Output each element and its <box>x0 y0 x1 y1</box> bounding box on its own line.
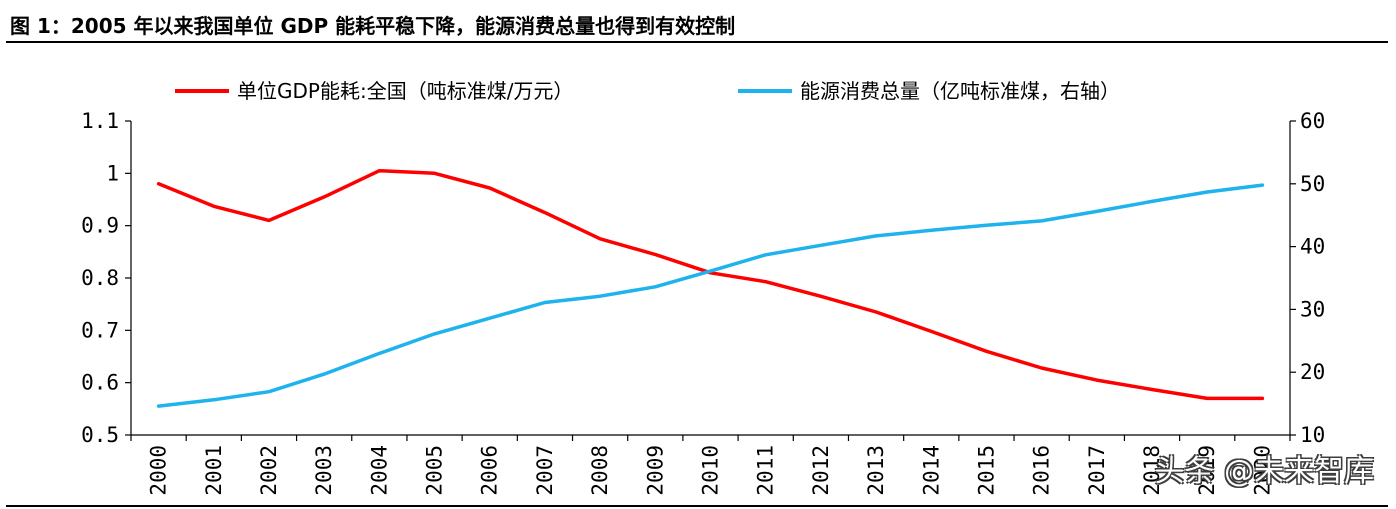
left-tick-label: 1 <box>106 161 119 185</box>
figure-title: 图 1：2005 年以来我国单位 GDP 能耗平稳下降，能源消费总量也得到有效控… <box>10 14 736 38</box>
left-tick-label: 1.1 <box>81 109 119 133</box>
series-line-energy-consumption <box>156 183 1265 408</box>
x-tick-label: 2010 <box>699 445 723 496</box>
x-tick-label: 2012 <box>809 445 833 496</box>
left-tick-label: 0.5 <box>81 423 119 447</box>
x-tick-label: 2014 <box>919 445 943 496</box>
left-tick-label: 0.6 <box>81 371 119 395</box>
right-tick-label: 50 <box>1300 172 1325 196</box>
x-tick-label: 2009 <box>643 445 667 496</box>
legend-label-energy-consumption: 能源消费总量（亿吨标准煤，右轴） <box>800 79 1120 103</box>
x-tick-label: 2017 <box>1085 445 1109 496</box>
bottom-rule <box>6 505 1388 507</box>
series-lines <box>156 168 1265 408</box>
x-tick-label: 2018 <box>1140 445 1164 496</box>
left-tick-label: 0.9 <box>81 214 119 238</box>
x-tick-label: 2004 <box>367 445 391 496</box>
legend-label-energy-intensity: 单位GDP能耗:全国（吨标准煤/万元） <box>237 79 573 103</box>
x-tick-label: 2016 <box>1030 445 1054 496</box>
right-tick-label: 20 <box>1300 360 1325 384</box>
watermark: 头条 @未来智库 <box>1154 454 1374 489</box>
left-tick-label: 0.7 <box>81 318 119 342</box>
x-tick-label: 2020 <box>1250 445 1274 496</box>
x-tick-label: 2000 <box>147 445 171 496</box>
right-tick-label: 40 <box>1300 235 1325 259</box>
axes: 0.5 0.6 0.7 0.8 0.9 1 1.1 10 20 30 40 50 60 2000 2001 2… <box>81 109 1325 496</box>
x-tick-label: 2011 <box>754 445 778 496</box>
x-tick-label: 2001 <box>202 445 226 496</box>
left-tick-label: 0.8 <box>81 266 119 290</box>
right-tick-label: 60 <box>1300 109 1325 133</box>
x-tick-label: 2013 <box>864 445 888 496</box>
x-tick-label: 2006 <box>478 445 502 496</box>
legend: 单位GDP能耗:全国（吨标准煤/万元） 能源消费总量（亿吨标准煤，右轴） <box>175 79 1120 103</box>
right-tick-label: 10 <box>1300 423 1325 447</box>
top-rule <box>6 41 1388 43</box>
x-tick-label: 2003 <box>312 445 336 496</box>
x-tick-label: 2005 <box>423 445 447 496</box>
x-tick-label: 2019 <box>1195 445 1219 496</box>
x-tick-label: 2007 <box>533 445 557 496</box>
right-tick-label: 30 <box>1300 297 1325 321</box>
x-tick-label: 2015 <box>974 445 998 496</box>
series-line-energy-intensity <box>156 168 1265 401</box>
x-tick-label: 2008 <box>588 445 612 496</box>
x-tick-label: 2002 <box>257 445 281 496</box>
